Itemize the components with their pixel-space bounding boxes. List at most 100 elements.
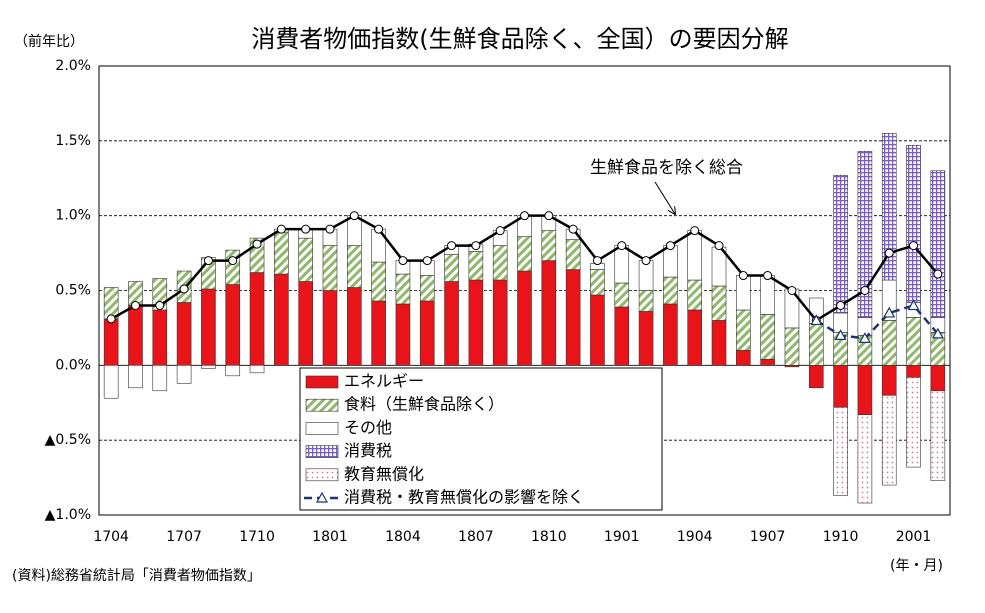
line-marker	[836, 300, 846, 310]
line-marker	[325, 224, 335, 234]
bar-segment	[346, 287, 362, 366]
line-marker	[179, 284, 189, 294]
line-marker	[810, 314, 823, 326]
annotation: 生鮮食品を除く総合	[590, 158, 743, 178]
line-marker	[617, 241, 627, 251]
bar-segment	[881, 365, 897, 396]
line-marker	[763, 271, 773, 281]
bar-segment	[298, 237, 313, 282]
x-tick-label: 1810	[531, 529, 567, 545]
legend-swatch	[305, 422, 339, 435]
x-tick-label: 1704	[93, 529, 129, 545]
line-marker	[276, 224, 286, 234]
line-marker	[787, 286, 797, 295]
legend-swatch	[305, 468, 339, 482]
annotation-arrow	[654, 181, 675, 214]
bar-segment	[663, 245, 678, 278]
legend-label: 消費税・教育無償化の影響を除く	[344, 488, 584, 507]
y-tick-label: 2.0%	[55, 58, 91, 74]
bar-segment	[103, 287, 119, 320]
bar-segment	[906, 377, 921, 468]
line-marker	[690, 226, 700, 236]
legend-label: 食料（生鮮食品除く）	[344, 395, 504, 414]
bar-segment	[225, 365, 241, 377]
bar-segment	[322, 245, 338, 291]
x-tick-label: 1801	[312, 529, 348, 545]
bar-segment	[371, 300, 386, 366]
bar-segment	[881, 320, 897, 366]
x-tick-label: 1804	[385, 529, 421, 545]
legend-box	[299, 367, 663, 511]
line-marker	[907, 299, 920, 311]
bar-segment	[395, 273, 411, 305]
bar-segment	[833, 174, 848, 314]
y-tick-label: 1.5%	[55, 133, 91, 149]
bar-segment	[687, 309, 703, 366]
bar-segment	[906, 317, 921, 366]
bar-segment	[176, 302, 192, 366]
bar-segment	[492, 279, 508, 366]
bar-segment	[444, 281, 459, 366]
line-marker	[398, 256, 408, 266]
bar-segment	[736, 350, 751, 366]
bar-segment	[760, 275, 775, 315]
bar-segment	[176, 365, 192, 384]
x-tick-label: 1910	[823, 529, 859, 545]
line-marker	[641, 256, 651, 266]
bar-segment	[419, 275, 435, 302]
line-marker	[834, 329, 847, 340]
bar-segment	[687, 279, 703, 311]
line-marker	[738, 271, 748, 281]
y-tick-label: 0.5%	[55, 283, 91, 299]
bar-segment	[371, 261, 386, 302]
bar-segment	[298, 281, 313, 366]
bar-segment	[128, 365, 143, 389]
x-tick-label: 1707	[166, 529, 202, 545]
bar-segment	[760, 314, 775, 360]
line-marker	[349, 211, 359, 221]
x-axis-label: (年・月)	[890, 558, 943, 574]
x-tick-label: 2001	[896, 529, 932, 545]
bar-segment	[881, 394, 897, 486]
line-marker	[422, 256, 432, 266]
bar-segment	[857, 151, 873, 318]
legend-marker	[315, 491, 329, 503]
bar-segment	[274, 231, 289, 275]
line-marker	[228, 256, 238, 266]
line-marker	[714, 241, 724, 251]
line-marker	[884, 248, 894, 258]
line-marker	[544, 211, 554, 221]
bar-segment	[808, 365, 824, 389]
bar-segment	[663, 303, 678, 366]
bar-segment	[103, 365, 119, 399]
line-marker	[860, 286, 870, 295]
bar-segment	[881, 133, 897, 281]
legend-label: 消費税	[344, 441, 392, 460]
legend-label: その他	[344, 418, 392, 437]
x-tick-label: 1907	[750, 529, 786, 545]
line-marker	[931, 327, 944, 339]
y-tick-label: ▲1.0%	[45, 507, 91, 523]
bar-segment	[614, 282, 630, 308]
line-marker	[883, 306, 896, 318]
x-tick-label: 1710	[239, 529, 275, 545]
bar-segment	[614, 245, 630, 284]
bar-segment	[857, 365, 873, 416]
bar-segment	[517, 236, 532, 272]
bar-segment	[128, 305, 143, 366]
bar-segment	[225, 249, 241, 285]
bar-segment	[322, 290, 338, 366]
bar-segment	[638, 311, 654, 366]
bar-segment	[346, 245, 362, 288]
bar-segment	[906, 145, 921, 303]
bar-segment	[419, 300, 435, 366]
bar-segment	[930, 390, 946, 481]
bar-segment	[541, 230, 557, 261]
bar-segment	[736, 309, 751, 351]
line-marker	[155, 300, 165, 310]
y-axis-label: （前年比）	[14, 33, 84, 50]
source: (資料)総務省統計局「消費者物価指数」	[12, 568, 261, 584]
line-marker	[203, 256, 213, 266]
legend-label: エネルギー	[344, 372, 424, 391]
bar-segment	[638, 290, 654, 312]
